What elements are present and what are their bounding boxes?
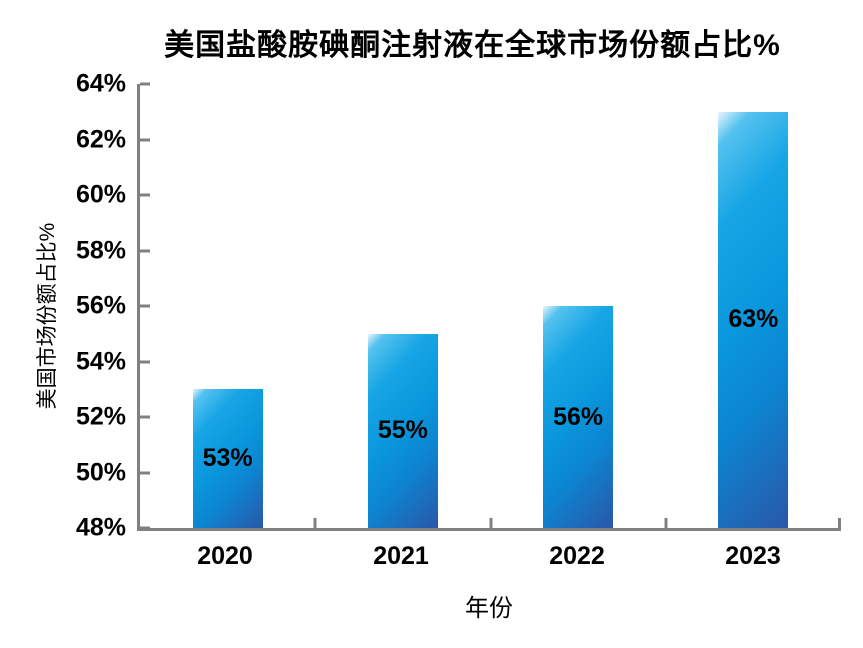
x-tick-label: 2022	[549, 542, 605, 570]
y-axis-tick-mark	[140, 82, 150, 86]
bar-2023: 63%	[718, 111, 789, 528]
bar-column: 63%	[666, 84, 841, 528]
bar-column: 53%	[140, 84, 315, 528]
y-tick-label: 56%	[75, 291, 126, 320]
y-axis-tick-mark	[140, 138, 150, 141]
bar-data-label: 53%	[202, 444, 253, 473]
bars-container: 53% 55% 56% 63%	[140, 84, 841, 528]
bar-column: 56%	[491, 84, 666, 528]
x-axis-tick-mark	[489, 518, 492, 528]
x-axis-tick-mark	[664, 518, 668, 528]
x-tick-label: 2020	[197, 542, 253, 570]
bar-2022: 56%	[543, 306, 614, 528]
x-axis-tick-mark	[838, 518, 841, 528]
chart-title: 美国盐酸胺碘酮注射液在全球市场份额占比%	[164, 29, 781, 62]
x-axis-tick-labels: 2020 2021 2022 2023	[137, 542, 841, 571]
x-tick-label: 2021	[373, 542, 429, 570]
y-tick-label: 50%	[75, 458, 126, 486]
bar-data-label: 55%	[377, 416, 428, 445]
y-tick-label: 54%	[75, 347, 126, 375]
bar-data-label: 56%	[553, 402, 604, 431]
y-tick-label: 52%	[75, 402, 126, 431]
y-axis-tick-labels: 64% 62% 60% 58% 56% 54% 52% 50% 48%	[0, 70, 126, 542]
y-tick-label: 64%	[75, 69, 126, 98]
bar-data-label: 63%	[728, 305, 779, 334]
y-axis-tick-mark	[140, 249, 150, 252]
plot-area: 53% 55% 56% 63%	[137, 82, 841, 531]
bar-column: 55%	[315, 84, 490, 528]
y-axis-tick-mark	[140, 415, 150, 419]
x-axis-title: 年份	[465, 595, 513, 622]
y-tick-label: 48%	[75, 513, 126, 542]
y-tick-label: 58%	[75, 236, 126, 264]
x-axis-tick-mark	[313, 518, 317, 528]
y-axis-tick-mark	[140, 471, 150, 474]
y-axis-tick-mark	[140, 304, 150, 308]
y-tick-label: 60%	[75, 180, 126, 209]
x-tick-label: 2023	[725, 542, 781, 570]
bar-2021: 55%	[367, 333, 438, 528]
y-tick-label: 62%	[75, 125, 126, 153]
bar-2020: 53%	[192, 389, 263, 528]
y-axis-tick-mark	[140, 526, 150, 530]
y-axis-tick-mark	[140, 360, 150, 363]
y-axis-tick-mark	[140, 193, 150, 197]
